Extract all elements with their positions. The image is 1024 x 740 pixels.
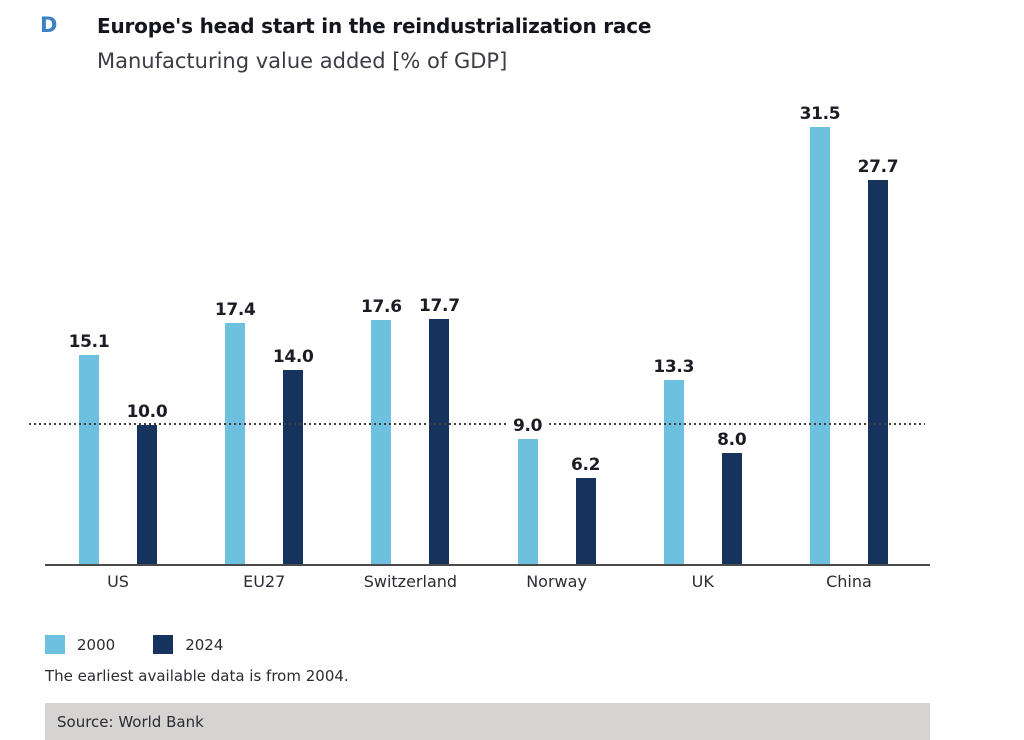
legend-item: 2000: [45, 635, 115, 654]
value-label: 8.0: [713, 430, 751, 450]
bar-2024: [137, 425, 157, 564]
bar-group: 17.4 14.0 EU27: [210, 300, 318, 591]
legend-label: 2000: [77, 635, 116, 654]
category-label: EU27: [243, 572, 286, 591]
category-label: China: [826, 572, 872, 591]
source-text: Source: World Bank: [57, 712, 204, 731]
bar-pair: 9.0 6.2: [508, 416, 605, 564]
bar-2000: [225, 323, 246, 564]
source-bar: Source: World Bank: [45, 703, 930, 740]
bar-column: 27.7: [853, 157, 903, 564]
bar-column: 6.2: [566, 455, 605, 564]
value-label: 13.3: [649, 357, 699, 377]
bar-2024: [867, 180, 888, 564]
legend-swatch-2024: [153, 635, 174, 654]
bar-group: 9.0 6.2 Norway: [508, 416, 605, 591]
bar-column: 17.7: [415, 296, 464, 564]
value-label: 6.2: [566, 455, 605, 475]
bar-pair: 17.4 14.0: [210, 300, 318, 564]
legend-swatch-2000: [45, 635, 65, 654]
bar-group: 13.3 8.0 UK: [649, 357, 751, 591]
bar-group: 17.6 17.7 Switzerland: [357, 296, 464, 591]
value-label: 17.4: [210, 300, 260, 320]
category-label: UK: [691, 572, 714, 591]
chart-subtitle: Manufacturing value added [% of GDP]: [97, 49, 508, 73]
bar-2000: [809, 127, 830, 564]
value-label: 17.7: [415, 296, 464, 316]
bar-2000: [371, 320, 392, 564]
bar-2024: [429, 319, 450, 564]
bar-2024: [575, 478, 596, 564]
bar-group: 15.1 10.0 US: [64, 332, 172, 591]
bar-2024: [283, 370, 304, 564]
reference-line: [29, 423, 925, 425]
category-label: Switzerland: [363, 572, 458, 591]
bar-group: 31.5 27.7 China: [795, 104, 903, 591]
plot-area: 15.1 10.0 US 17.4 14.0 EU27 17.6 17.7 Switzerlan…: [29, 100, 930, 591]
bar-column: 14.0: [268, 347, 318, 564]
value-label: 9.0: [508, 416, 547, 436]
value-label: 10.0: [122, 402, 172, 422]
bar-pair: 31.5 27.7: [795, 104, 903, 564]
bar-groups: 15.1 10.0 US 17.4 14.0 EU27 17.6 17.7 Switzerlan…: [45, 100, 930, 591]
bar-2000: [79, 355, 99, 564]
bar-column: 10.0: [122, 402, 172, 564]
bar-2024: [721, 453, 742, 564]
value-label: 14.0: [268, 347, 318, 367]
legend-label: 2024: [185, 635, 224, 654]
bar-column: 17.6: [357, 297, 406, 564]
bar-2000: [663, 380, 684, 564]
value-label: 17.6: [357, 297, 406, 317]
bar-column: 31.5: [795, 104, 845, 564]
panel-letter: D: [40, 13, 58, 37]
value-label: 27.7: [853, 157, 903, 177]
bar-column: 13.3: [649, 357, 699, 564]
value-label: 31.5: [795, 104, 845, 124]
bar-column: 17.4: [210, 300, 260, 564]
bar-pair: 15.1 10.0: [64, 332, 172, 564]
legend: 2000 2024: [45, 635, 223, 654]
bar-column: 9.0: [508, 416, 547, 564]
chart-title: Europe's head start in the reindustriali…: [97, 14, 652, 38]
bar-column: 8.0: [713, 430, 751, 564]
category-label: US: [107, 572, 129, 591]
bar-2000: [517, 439, 538, 564]
bar-column: 15.1: [64, 332, 114, 564]
bar-pair: 13.3 8.0: [649, 357, 751, 564]
bar-pair: 17.6 17.7: [357, 296, 464, 564]
footnote: The earliest available data is from 2004…: [45, 667, 349, 685]
legend-item: 2024: [153, 635, 223, 654]
category-label: Norway: [526, 572, 587, 591]
value-label: 15.1: [64, 332, 114, 352]
